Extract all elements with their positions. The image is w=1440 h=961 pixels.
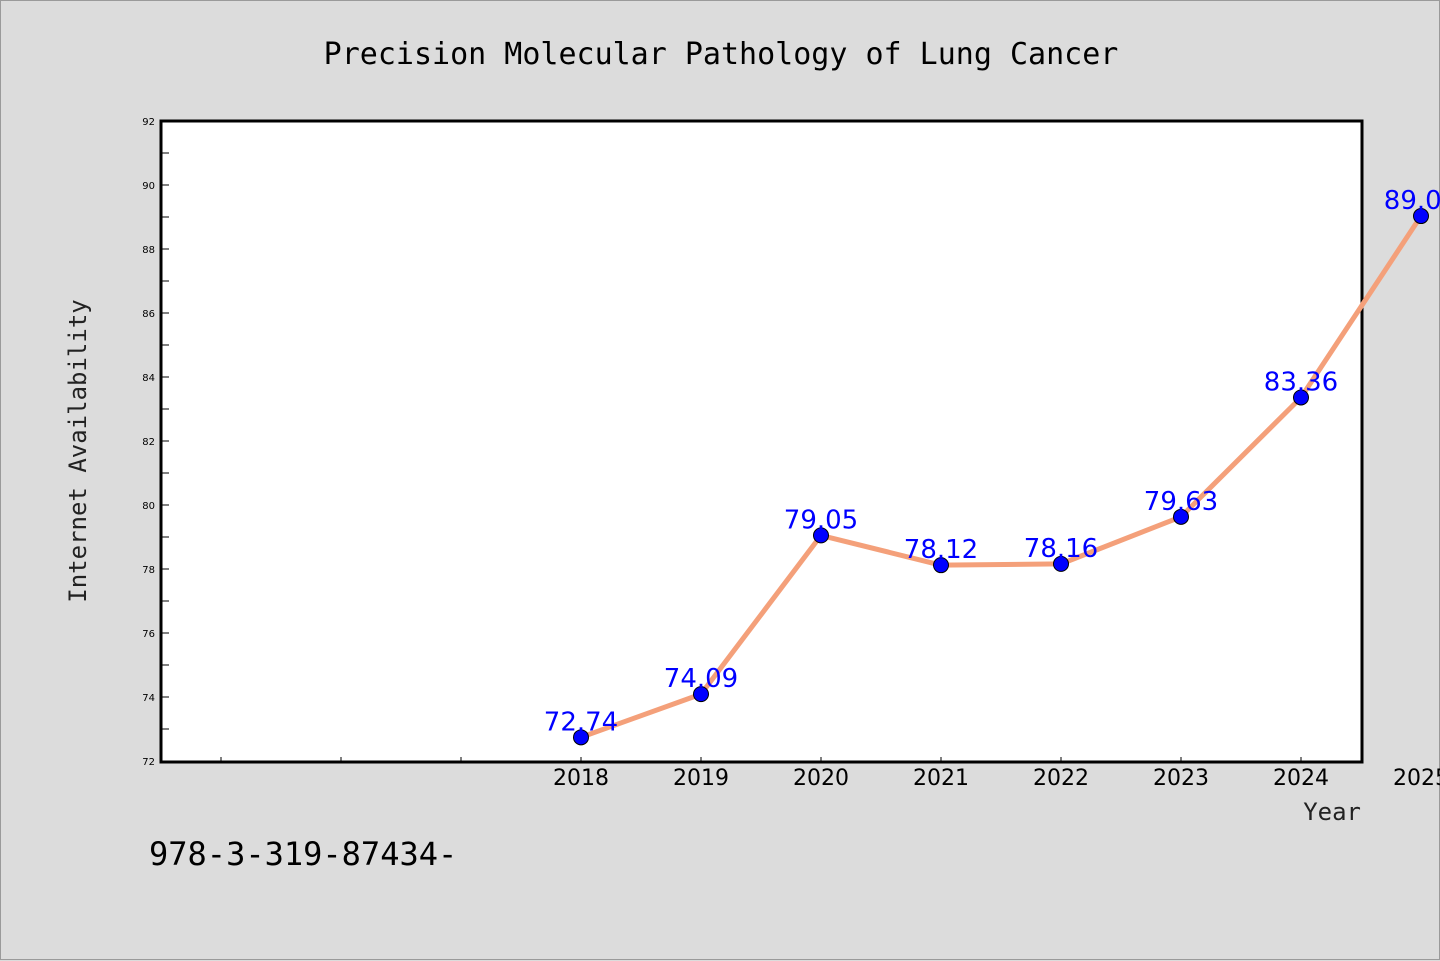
plot-area	[159, 119, 1364, 764]
data-label: 74.09	[664, 664, 738, 694]
data-label: 78.12	[904, 535, 978, 565]
y-tick-label: 90	[142, 181, 155, 192]
data-label: 78.16	[1024, 534, 1098, 564]
data-point	[1173, 508, 1189, 525]
chart-title: Precision Molecular Pathology of Lung Ca…	[324, 37, 1119, 72]
series-line	[580, 214, 1424, 740]
y-tick-label: 72	[142, 757, 155, 768]
data-label: 79.05	[784, 505, 858, 535]
data-label: 83.36	[1264, 367, 1338, 397]
x-tick-label: 2025	[1393, 766, 1440, 791]
data-point	[1053, 555, 1069, 572]
y-tick-label: 84	[142, 373, 155, 384]
y-axis-title: Internet Availability	[64, 299, 92, 602]
x-tick-label: 2022	[1033, 766, 1089, 791]
y-tick-label: 74	[142, 693, 155, 704]
x-tick-label: 2021	[913, 766, 969, 791]
data-point	[1293, 389, 1309, 406]
y-axis: 72 74 76 78 80 82 84 86 88 90 92	[142, 117, 169, 768]
data-label: 89.03	[1384, 186, 1440, 216]
x-axis-title: Year	[1303, 798, 1361, 826]
data-points	[573, 208, 1429, 746]
y-tick-label: 78	[142, 565, 155, 576]
data-point	[573, 729, 589, 746]
data-point	[693, 686, 709, 703]
series-line-group	[580, 214, 1424, 740]
y-tick-label: 82	[142, 437, 155, 448]
y-tick-label: 86	[142, 309, 155, 320]
data-labels: 72.74 74.09 79.05 78.12 78.16 79.63 83.36 89.03	[544, 186, 1440, 737]
data-point	[813, 527, 829, 544]
y-tick-label: 80	[142, 501, 155, 512]
footnote-text: 978-3-319-87434-	[149, 835, 457, 873]
x-tick-label: 2020	[793, 766, 849, 791]
data-label: 72.74	[544, 707, 618, 737]
y-tick-label: 76	[142, 629, 155, 640]
x-tick-label: 2024	[1273, 766, 1329, 791]
data-point	[1413, 208, 1429, 225]
x-tick-label: 2019	[673, 766, 729, 791]
x-tick-label: 2018	[553, 766, 609, 791]
x-tick-label: 2023	[1153, 766, 1209, 791]
y-tick-label: 92	[142, 117, 155, 128]
x-axis: 2018 2019 2020 2021 2022 2023 2024 2025	[220, 757, 1440, 791]
y-tick-label: 88	[142, 245, 155, 256]
data-point	[933, 557, 949, 574]
data-label: 79.63	[1144, 487, 1218, 517]
